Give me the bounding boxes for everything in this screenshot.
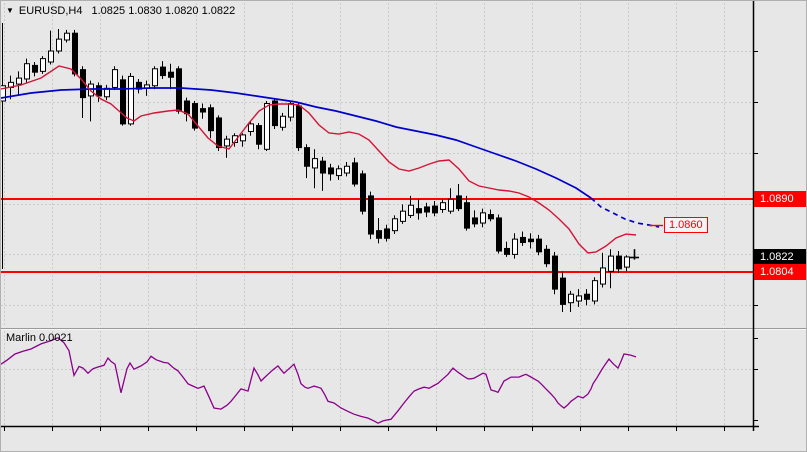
candle-down	[272, 100, 278, 127]
candle-down	[488, 214, 494, 220]
candle-down	[32, 64, 38, 73]
price-badge-1-0822: 1.0822	[754, 249, 806, 265]
candle-up	[408, 204, 414, 216]
chart-title: ▼ EURUSD,H4 1.0825 1.0830 1.0820 1.0822	[6, 5, 235, 17]
candle-down	[96, 85, 102, 97]
candle-down	[168, 71, 174, 78]
candle-down	[504, 247, 510, 255]
candle-up	[512, 238, 518, 255]
candle-down	[520, 236, 526, 244]
candle-down	[552, 255, 558, 290]
candle-down	[200, 108, 206, 113]
ma-slow-blue-line	[1, 87, 592, 199]
candle-down	[216, 117, 222, 149]
candle-up	[312, 158, 318, 169]
candle-up	[48, 50, 54, 63]
candle-down	[352, 162, 358, 185]
candle-up	[448, 198, 454, 212]
candle-down	[256, 125, 262, 145]
candle-down	[560, 277, 566, 305]
price-badge-1-0890: 1.0890	[754, 191, 806, 207]
candle-up	[1, 85, 6, 102]
candle-up	[64, 32, 70, 41]
candle-up	[288, 103, 294, 118]
candle-up	[280, 115, 286, 128]
candle-down	[584, 293, 590, 300]
candle-up	[392, 218, 398, 232]
candle-down	[72, 32, 78, 75]
indicator-name-label: Marlin 0.0021	[6, 332, 73, 344]
price-label-1-0860[interactable]: 1.0860	[664, 217, 708, 233]
candle-down	[472, 217, 478, 225]
candle-up	[568, 293, 574, 304]
candle-down	[432, 205, 438, 214]
candle-down	[360, 173, 366, 212]
candle-down	[536, 238, 542, 253]
candle-up	[232, 135, 238, 144]
candle-up	[336, 168, 342, 177]
ma-fast-red-line	[1, 65, 637, 254]
candle-up	[480, 212, 486, 224]
candle-up	[624, 256, 630, 268]
time-axis[interactable]: 3 May 20235 May 00:009 May 00:0011 May 0…	[1, 426, 806, 451]
candle-up	[240, 134, 246, 142]
candle-down	[368, 195, 374, 235]
dropdown-triangle-icon: ▼	[6, 6, 14, 15]
candle-up	[440, 202, 446, 210]
candle-up	[128, 75, 134, 125]
candle-down	[544, 248, 550, 265]
candle-up	[16, 77, 22, 85]
price-badge-1-0804: 1.0804	[754, 264, 806, 280]
candle-down	[616, 255, 622, 270]
candle-down	[376, 230, 382, 239]
price-axis[interactable]: 1.10651.10051.09451.08851.08251.07650.00…	[753, 1, 806, 426]
candle-down	[120, 79, 126, 125]
candle-down	[424, 206, 430, 213]
candle-up	[608, 255, 614, 272]
candle-down	[456, 195, 462, 210]
candle-down	[296, 105, 302, 149]
ohlc-values: 1.0825 1.0830 1.0820 1.0822	[91, 5, 236, 17]
candle-up	[24, 63, 30, 80]
candle-up	[112, 69, 118, 88]
candle-up	[592, 280, 598, 302]
candle-down	[304, 147, 310, 167]
candle-down	[496, 217, 502, 252]
candle-down	[192, 103, 198, 129]
marlin-indicator-line	[1, 336, 637, 424]
candle-up	[152, 68, 158, 87]
symbol-timeframe-label: EURUSD,H4	[18, 5, 83, 17]
candle-down	[528, 238, 534, 243]
candle-down	[176, 68, 182, 112]
candle-up	[248, 123, 254, 133]
candle-down	[416, 208, 422, 214]
candle-down	[320, 160, 326, 174]
candle-up	[224, 138, 230, 147]
candle-down	[384, 228, 390, 239]
candle-down	[464, 202, 470, 229]
candle-down	[184, 100, 190, 115]
candle-up	[400, 210, 406, 222]
candle-up	[40, 58, 46, 72]
candle-up	[600, 267, 606, 285]
candle-up	[56, 38, 62, 52]
candle-down	[328, 167, 334, 175]
ma-slow-blue-dashed	[590, 197, 660, 228]
candle-down	[208, 107, 214, 132]
candle-up	[344, 165, 350, 174]
candle-up	[576, 295, 582, 302]
candle-up	[264, 103, 270, 150]
candle-down	[160, 66, 166, 77]
